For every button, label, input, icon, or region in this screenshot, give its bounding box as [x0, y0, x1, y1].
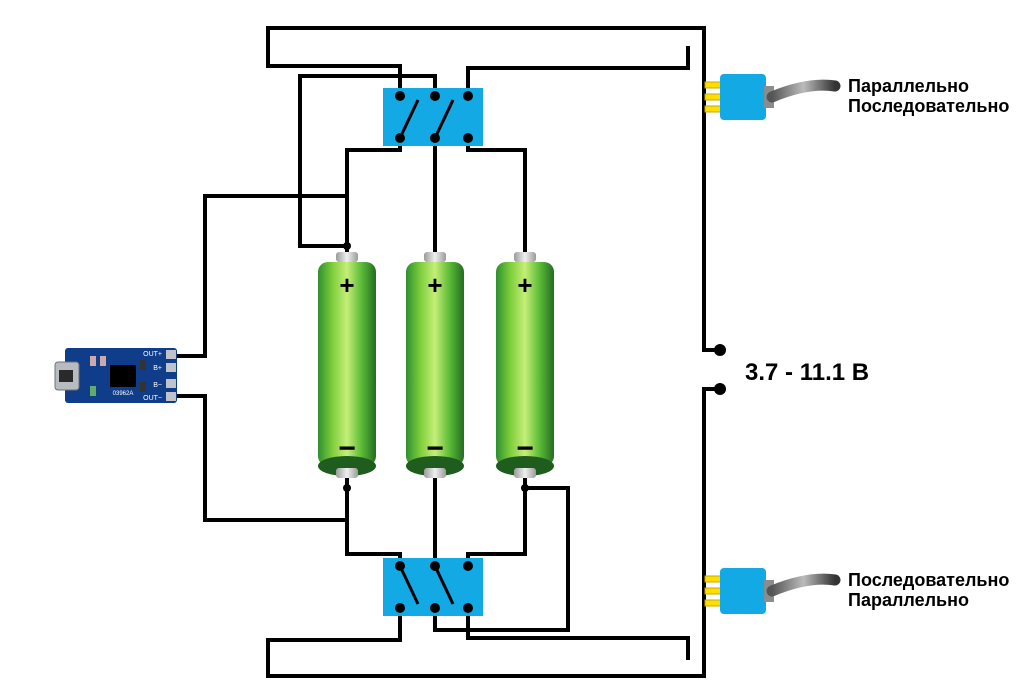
charger-module: 03962A OUT+ B+ B− OUT−	[55, 348, 177, 403]
batteries: + − + − + −	[318, 252, 554, 478]
battery-2: + −	[406, 252, 464, 478]
toggle-bottom-label-1: Последовательно	[848, 570, 1009, 590]
svg-text:+: +	[339, 270, 354, 300]
svg-text:OUT−: OUT−	[143, 395, 162, 402]
output-terminals	[714, 344, 726, 395]
svg-text:−: −	[426, 432, 444, 465]
svg-text:+: +	[427, 270, 442, 300]
toggle-bottom-label-2: Параллельно	[848, 590, 969, 610]
toggle-switch-top[interactable]	[705, 74, 835, 120]
battery-1: + −	[318, 252, 376, 478]
circuit-diagram: 3.7 - 11.1 B	[0, 0, 1030, 700]
output-voltage-label: 3.7 - 11.1 B	[745, 359, 869, 386]
switch-top	[383, 88, 483, 146]
svg-text:B+: B+	[153, 365, 162, 372]
svg-text:OUT+: OUT+	[143, 351, 162, 358]
svg-text:B−: B−	[153, 382, 162, 389]
toggle-top-label-1: Параллельно	[848, 76, 969, 96]
svg-text:−: −	[338, 432, 356, 465]
svg-text:+: +	[517, 270, 532, 300]
toggle-switch-bottom[interactable]	[705, 568, 835, 614]
battery-3: + −	[496, 252, 554, 478]
svg-text:03962A: 03962A	[113, 391, 134, 397]
switch-bottom	[383, 558, 483, 616]
toggle-top-label-2: Последовательно	[848, 96, 1009, 116]
svg-text:−: −	[516, 432, 534, 465]
